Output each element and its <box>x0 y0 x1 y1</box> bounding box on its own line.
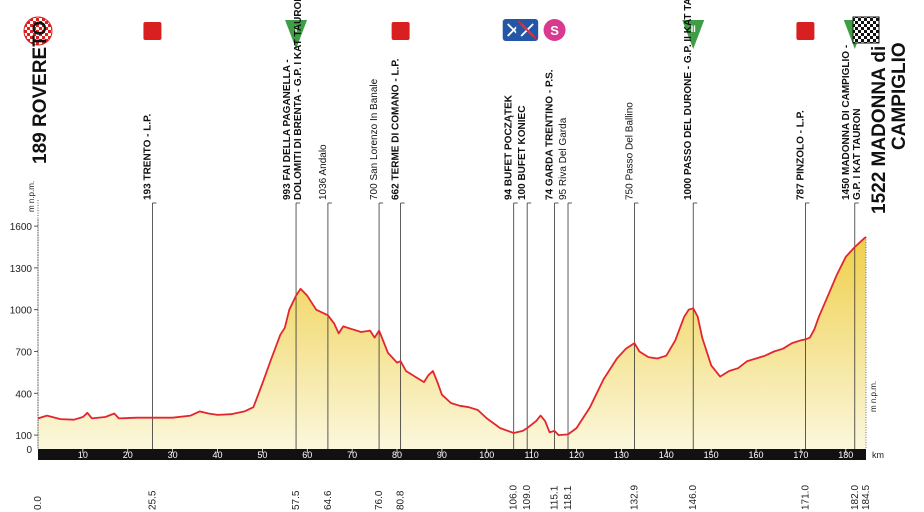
mountain-2-icon <box>682 20 705 49</box>
waypoint-label: 1450 MADONNA DI CAMPIGLIO - <box>841 45 852 200</box>
altitude-unit-label-right: m n.p.m. <box>869 381 878 412</box>
waypoint-labels: 193 TRENTO - L.P. 993 FAI DELLA PAGANELLA… <box>142 0 862 200</box>
profile-area <box>38 237 866 449</box>
km-tick-label: 90 <box>437 450 447 460</box>
waypoint-label: 1000 PASSO DEL DURONE - G.P. II KAT TAUR… <box>683 0 694 200</box>
waypoint-km-label: 115.1 <box>550 485 561 510</box>
waypoint-icons: ISIII <box>143 19 866 49</box>
km-tick-label: 120 <box>569 450 584 460</box>
sprint-icon <box>143 22 162 40</box>
altitude-tick-label: 1600 <box>10 222 33 233</box>
waypoint-label-line2: DOLOMITI DI BRENTA - G.P. I KAT TAURON <box>293 0 304 200</box>
start-flag-icon <box>23 16 53 46</box>
finish-town-label-line2: CAMPIGLIO <box>889 42 910 150</box>
finish-town-label: 1522 MADONNA di <box>869 46 890 214</box>
waypoint-label: 1036 Andalo <box>318 144 329 200</box>
waypoint-label: 787 PINZOLO - L.P. <box>795 110 806 200</box>
altitude-tick-label: 100 <box>15 431 32 442</box>
km-tick-label: 40 <box>213 450 223 460</box>
waypoint-guides <box>152 202 859 449</box>
finish-flag-icon <box>852 16 880 44</box>
waypoint-km-label: 146.0 <box>688 485 699 510</box>
special-icon <box>543 19 566 41</box>
elevation-line <box>37 236 867 436</box>
km-tick-label: 110 <box>524 450 538 460</box>
mountain-category-label: I <box>295 24 298 34</box>
altitude-zero-label: 0 <box>26 445 32 456</box>
waypoint-label: 95 Riva Del Garda <box>558 117 569 200</box>
km-tick-label: 50 <box>257 450 267 460</box>
altitude-tick-label: 400 <box>15 389 32 400</box>
special-icon-letter: S <box>550 23 559 38</box>
start-finish: 189 ROVERETO 1522 MADONNA di CAMPIGLIO <box>23 16 910 449</box>
waypoint-label: 94 BUFET POCZĄTEK <box>504 94 515 200</box>
km-tick-label: 70 <box>347 450 357 460</box>
km-tick-label: 130 <box>614 450 629 460</box>
km-tick-label: 10 <box>78 450 88 460</box>
waypoint-km-label: 171.0 <box>800 485 811 510</box>
end-strike <box>517 20 537 40</box>
km-axis: 10 20 30 40 50 60 70 80 90 100 110 120 130 140 150 160 1… <box>33 449 884 510</box>
waypoint-km-label: 132.9 <box>629 485 640 510</box>
waypoint-km-label: 25.5 <box>147 490 158 510</box>
waypoint-label: 662 TERME DI COMANO - L.P. <box>391 58 402 200</box>
km-tick-label: 20 <box>123 450 133 460</box>
elevation-fill <box>38 237 866 449</box>
finish-km-label: 184.5 <box>861 485 872 510</box>
waypoint-label-line2: G.P. I KAT TAURON <box>852 108 863 200</box>
km-tick-label: 150 <box>704 450 719 460</box>
waypoint-km-label: 118.1 <box>563 485 574 510</box>
feed-end-icon <box>516 19 539 41</box>
waypoint-label: 993 FAI DELLA PAGANELLA - <box>282 59 293 200</box>
waypoint-km-label: 109.0 <box>522 485 533 510</box>
altitude-tick-label: 1000 <box>10 306 33 317</box>
start-town-label: 189 ROVERETO <box>30 21 51 164</box>
km-unit-label: km <box>872 450 884 460</box>
waypoint-label: 100 BUFET KONIEC <box>517 106 528 200</box>
km-tick-label: 180 <box>838 450 853 460</box>
km-tick-label: 100 <box>479 450 494 460</box>
altitude-axis: 100 400 700 1000 1300 1600 0 m n.p.m. m n.p.m. <box>10 181 878 456</box>
waypoint-label: 700 San Lorenzo In Banale <box>369 78 380 200</box>
sprint-icon <box>391 22 410 40</box>
altitude-tick-label: 1300 <box>10 264 33 275</box>
waypoint-label: 193 TRENTO - L.P. <box>142 113 153 200</box>
waypoint-km-label: 76.0 <box>374 490 385 510</box>
km-tick-label: 170 <box>793 450 808 460</box>
waypoint-km-label: 106.0 <box>509 485 520 510</box>
altitude-tick-label: 700 <box>15 347 32 358</box>
km-tick-label: 160 <box>749 450 764 460</box>
waypoint-label: 750 Passo Del Ballino <box>624 102 635 200</box>
waypoint-km-label: 57.5 <box>291 490 302 510</box>
waypoint-km-label: 80.8 <box>396 490 407 510</box>
sprint-icon <box>796 22 815 40</box>
mountain-1-icon <box>285 20 308 49</box>
km-tick-label: 140 <box>659 450 674 460</box>
km-tick-label: 30 <box>168 450 178 460</box>
profile-line <box>37 236 867 436</box>
altitude-unit-label: m n.p.m. <box>27 181 36 212</box>
waypoint-km-label: 64.6 <box>323 490 334 510</box>
km-tick-label: 80 <box>392 450 402 460</box>
waypoint-km-label: 182.0 <box>850 485 861 510</box>
km-axis-bar <box>38 449 866 460</box>
waypoint-label: 74 GARDA TRENTINO - P.S. <box>545 69 556 200</box>
km-tick-label: 60 <box>302 450 312 460</box>
mountain-category-label: II <box>691 24 696 34</box>
start-km-label: 0.0 <box>33 496 44 510</box>
